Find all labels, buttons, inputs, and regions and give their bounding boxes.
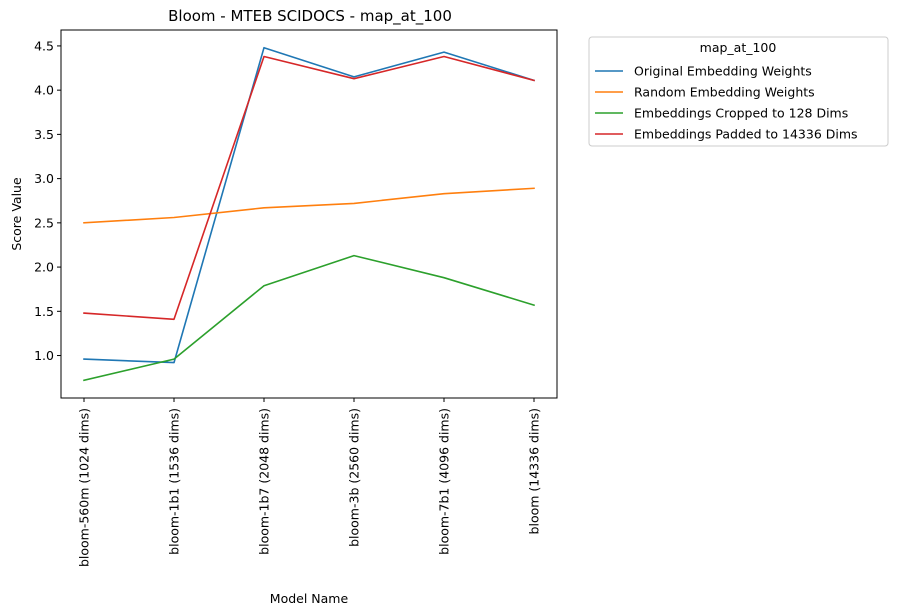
series-line-2 xyxy=(83,254,535,382)
legend-box xyxy=(588,36,889,147)
y-tick-label: 1.5 xyxy=(34,304,54,319)
y-tick-label: 4.0 xyxy=(34,83,54,98)
legend-label: Embeddings Padded to 14336 Dims xyxy=(634,127,858,142)
x-tick-label: bloom-560m (1024 dims) xyxy=(77,408,92,567)
legend-label: Random Embedding Weights xyxy=(634,85,815,100)
legend-label: Embeddings Cropped to 128 Dims xyxy=(634,106,848,121)
x-axis: bloom-560m (1024 dims) bloom-1b1 (1536 di… xyxy=(77,398,542,567)
x-tick-label: bloom (14336 dims) xyxy=(527,408,542,534)
y-tick-label: 3.0 xyxy=(34,171,54,186)
legend-title: map_at_100 xyxy=(700,40,777,55)
x-tick-label: bloom-7b1 (4096 dims) xyxy=(437,408,452,555)
x-tick-label: bloom-1b7 (2048 dims) xyxy=(257,408,272,555)
y-tick-label: 1.0 xyxy=(34,348,54,363)
plot-area xyxy=(60,29,558,399)
y-tick-label: 2.5 xyxy=(34,215,54,230)
y-tick-label: 4.5 xyxy=(34,38,54,53)
legend-label: Original Embedding Weights xyxy=(634,64,812,79)
series-layer xyxy=(83,46,536,382)
y-tick-label: 2.0 xyxy=(34,260,54,275)
x-axis-title: Model Name xyxy=(270,591,349,606)
x-tick-label: bloom-3b (2560 dims) xyxy=(347,408,362,547)
legend-items: Original Embedding Weights Random Embeddi… xyxy=(595,64,858,142)
series-line-3 xyxy=(83,55,535,321)
chart-title: Bloom - MTEB SCIDOCS - map_at_100 xyxy=(168,7,452,26)
series-line-1 xyxy=(83,187,535,224)
x-tick-label: bloom-1b1 (1536 dims) xyxy=(167,408,182,555)
legend: map_at_100 Original Embedding Weights Ran… xyxy=(588,36,889,147)
y-axis: 1.0 1.5 2.0 2.5 3.0 3.5 4.0 4.5 xyxy=(34,38,61,363)
y-axis-title: Score Value xyxy=(9,177,24,251)
y-tick-label: 3.5 xyxy=(34,127,54,142)
